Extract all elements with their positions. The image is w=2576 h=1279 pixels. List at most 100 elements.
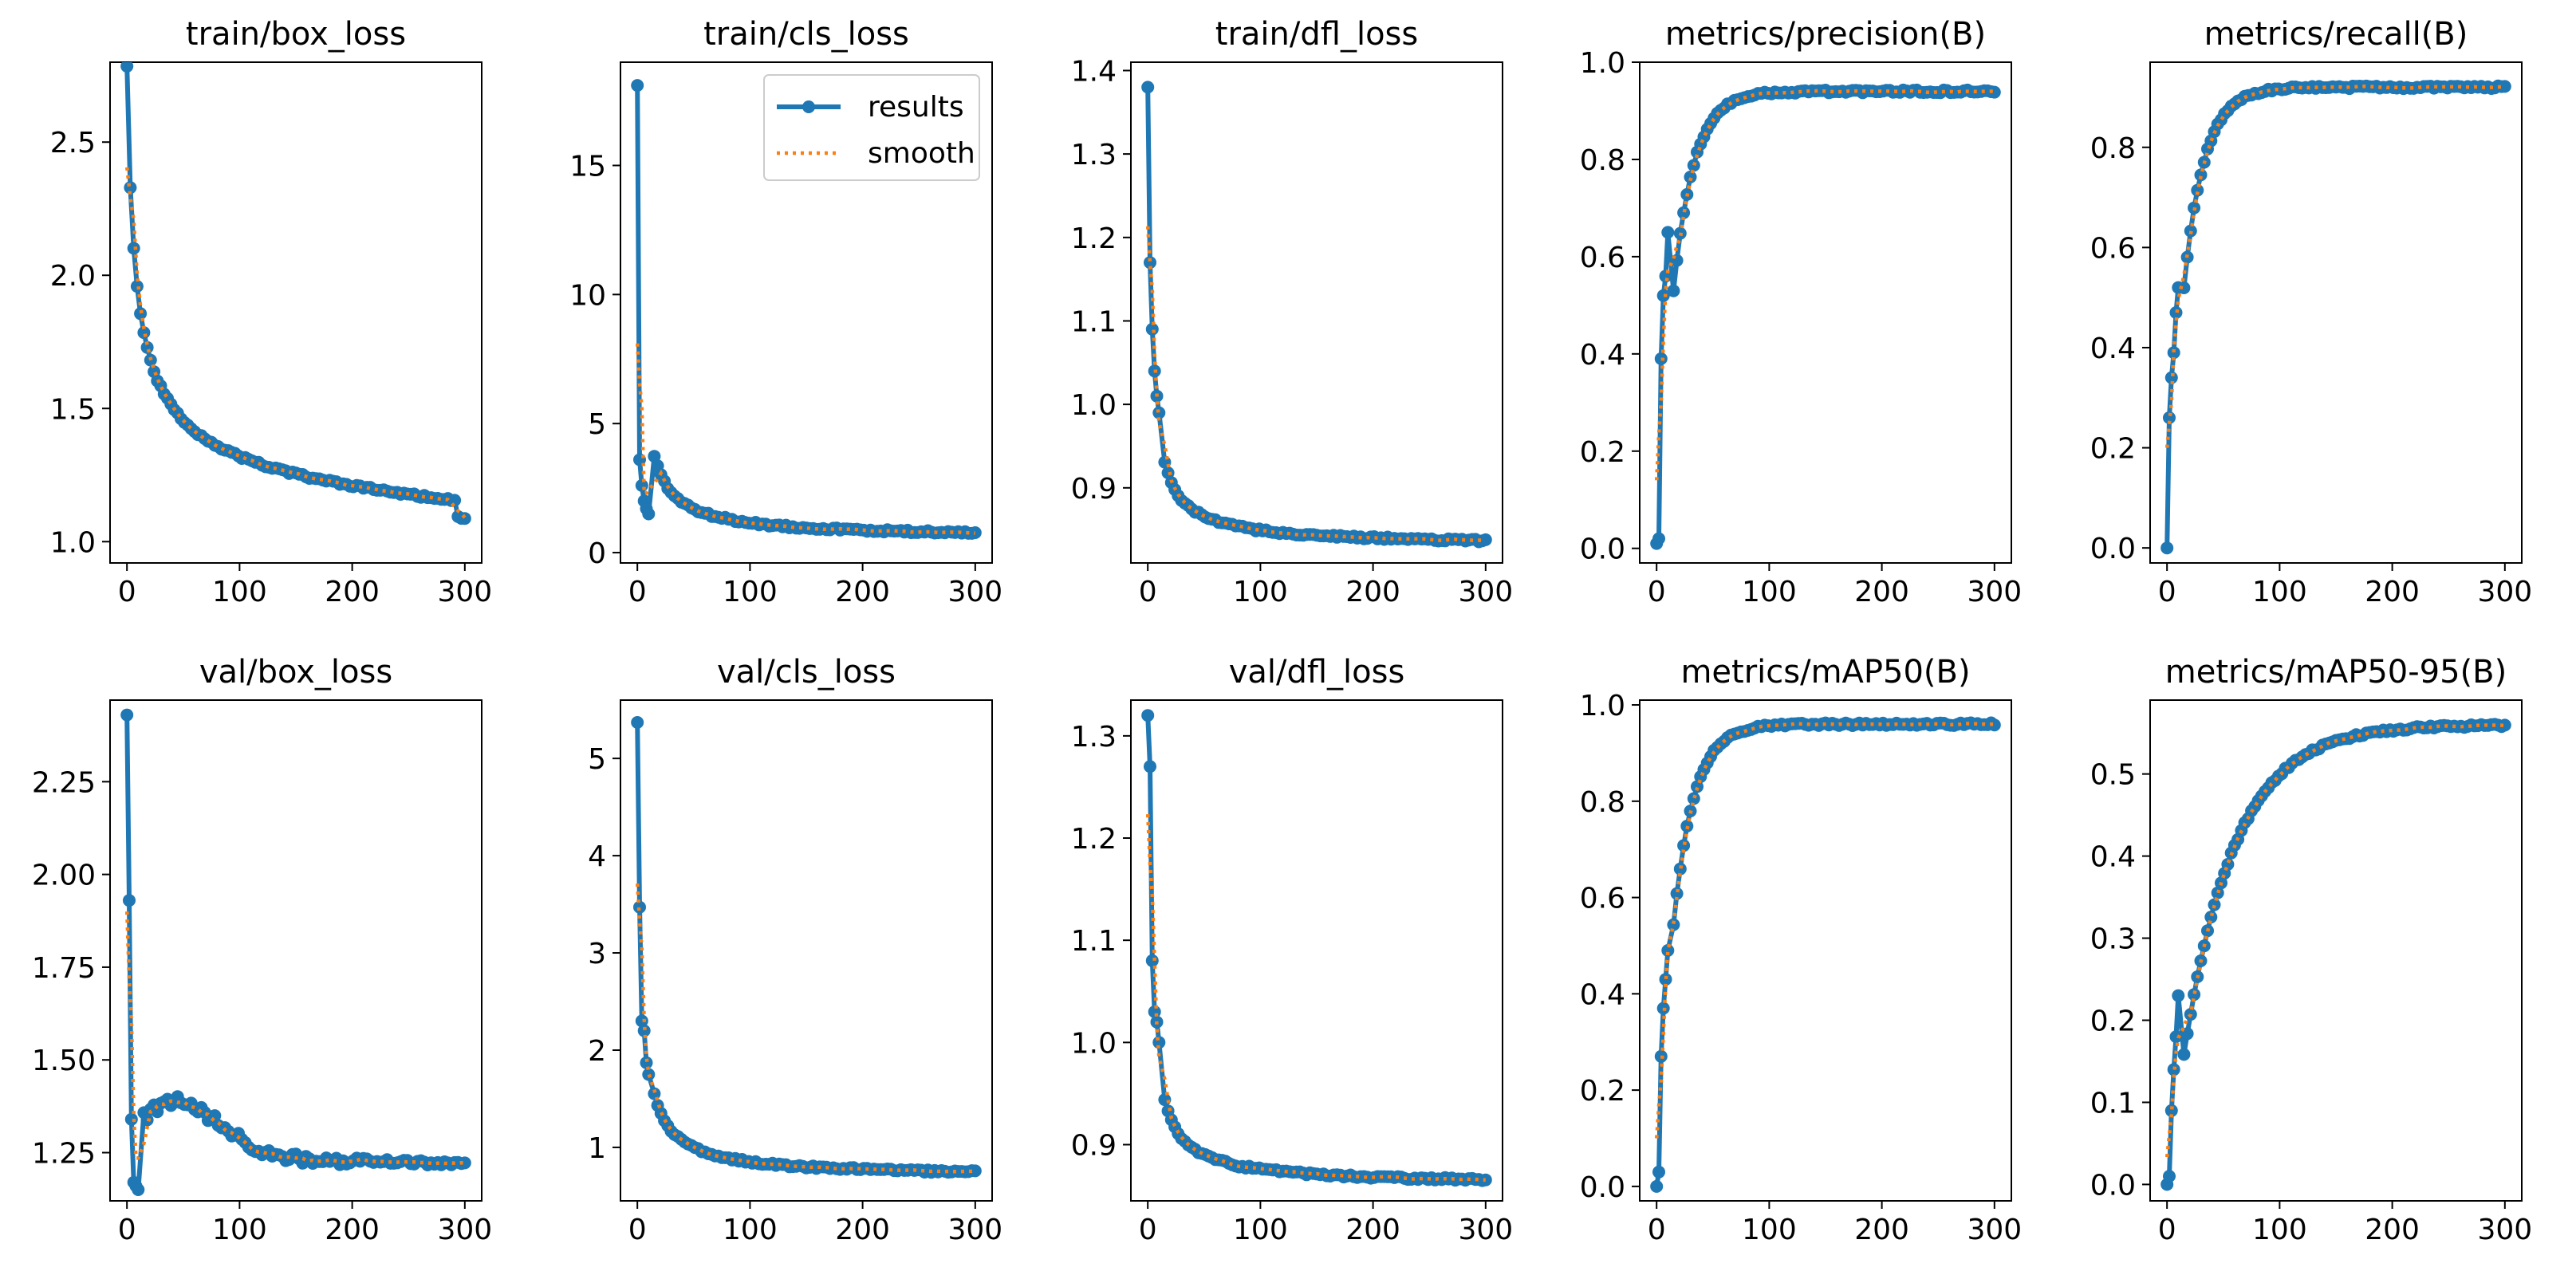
x-tick-label: 100	[1742, 576, 1797, 608]
y-tick-label: 0.8	[1580, 144, 1625, 177]
panel-title: train/box_loss	[186, 16, 406, 53]
panel-10: metrics/mAP50-95(B) 0 100 200 300 0.0 0.1 0.2 0.…	[2090, 654, 2532, 1246]
results-point	[2194, 168, 2208, 182]
x-tick-label: 0	[118, 576, 136, 608]
panel-9: metrics/mAP50(B) 0 100 200 300 0.0 0.2 0.4 0.6 0.…	[1580, 654, 2022, 1246]
results-point	[2204, 911, 2218, 924]
results-point	[448, 494, 462, 507]
y-tick-label: 0.2	[2090, 433, 2136, 466]
panel-title: metrics/mAP50-95(B)	[2165, 654, 2507, 691]
panel-3: train/dfl_loss 0 100 200 300 0.9 1.0 1.1 1.2 1.3 1…	[1071, 16, 1513, 608]
smooth-line	[124, 167, 467, 519]
results-point	[120, 62, 134, 73]
y-tick-label: 0.2	[2090, 1005, 2136, 1038]
x-tick-label: 0	[2158, 576, 2176, 608]
results-point	[1661, 944, 1675, 957]
series-group	[1650, 83, 2001, 550]
y-tick-label: 0.6	[2090, 232, 2136, 265]
results-point	[1987, 85, 2001, 99]
y-tick-label: 0.0	[2090, 533, 2136, 565]
results-point	[2169, 306, 2183, 319]
y-tick-label: 1.3	[1071, 139, 1117, 171]
results-point	[1656, 289, 1670, 302]
panel-8: val/dfl_loss 0 100 200 300 0.9 1.0 1.1 1.2 1.3	[1071, 654, 1513, 1246]
panel-6: val/box_loss 0 100 200 300 1.25 1.50 1.75 2.00 2.…	[32, 654, 492, 1246]
results-point	[124, 1112, 138, 1126]
panel-title: metrics/mAP50(B)	[1680, 654, 1970, 691]
series-group	[120, 62, 471, 525]
results-point	[640, 1056, 653, 1069]
results-point	[1673, 862, 1687, 876]
y-tick-label: 1.3	[1071, 721, 1117, 754]
y-tick-label: 2.0	[50, 260, 96, 293]
results-point	[631, 79, 644, 92]
y-tick-label: 1.0	[1071, 1027, 1117, 1060]
results-point	[1144, 760, 1156, 773]
results-point	[648, 1087, 661, 1100]
y-tick-label: 1.0	[1580, 47, 1625, 80]
y-tick-label: 0.3	[2090, 923, 2136, 956]
results-point	[642, 1068, 656, 1081]
x-tick-label: 300	[1458, 1214, 1513, 1246]
axes-frame	[620, 61, 993, 564]
results-point	[2208, 898, 2221, 911]
y-tick-label: 0.8	[1580, 786, 1625, 819]
results-point	[2167, 346, 2180, 360]
x-tick-label: 200	[1345, 1214, 1400, 1246]
results-point	[2177, 281, 2191, 294]
y-tick-label: 0.8	[2090, 132, 2136, 165]
results-point	[2184, 224, 2197, 238]
x-tick-label: 100	[1742, 1214, 1797, 1246]
axes-frame	[1130, 61, 1503, 564]
y-tick-label: 0.9	[1071, 1130, 1117, 1163]
results-point	[1687, 159, 1700, 172]
y-tick-label: 4	[588, 840, 606, 873]
results-line	[1654, 87, 1995, 545]
results-point	[1659, 973, 1672, 986]
y-tick-label: 1.50	[32, 1045, 96, 1077]
results-point	[2160, 541, 2174, 555]
x-tick-label: 0	[1139, 576, 1157, 608]
series-group	[120, 708, 471, 1196]
results-point	[2191, 183, 2204, 197]
axes-frame	[2149, 699, 2523, 1202]
smooth-line	[635, 343, 976, 535]
x-tick-label: 200	[2365, 576, 2420, 608]
results-line	[635, 722, 976, 1175]
x-tick-label: 300	[2477, 1214, 2532, 1246]
panel-7: val/cls_loss 0 100 200 300 1 2 3 4 5	[588, 654, 1002, 1246]
results-point	[1667, 918, 1680, 931]
axes-frame	[1639, 61, 2012, 564]
results-point	[1152, 406, 1166, 419]
results-point	[2164, 371, 2178, 384]
results-point	[2188, 988, 2201, 1002]
y-tick-label: 1.25	[32, 1138, 96, 1171]
x-tick-label: 100	[212, 1214, 267, 1246]
x-tick-label: 0	[1648, 1214, 1666, 1246]
panel-title: val/cls_loss	[717, 654, 896, 691]
results-point	[2164, 1104, 2178, 1117]
y-tick-label: 3	[588, 938, 606, 970]
x-tick-label: 200	[835, 1214, 890, 1246]
legend-results-marker	[802, 100, 815, 113]
results-point	[635, 478, 648, 492]
x-tick-label: 200	[1345, 576, 1400, 608]
x-tick-label: 200	[835, 576, 890, 608]
panel-title: val/dfl_loss	[1229, 654, 1405, 691]
results-point	[458, 1156, 471, 1170]
y-tick-label: 1.4	[1071, 55, 1117, 88]
y-tick-label: 0.6	[1580, 883, 1625, 915]
x-tick-label: 100	[2252, 1214, 2307, 1246]
x-tick-label: 200	[2365, 1214, 2420, 1246]
series-group	[2160, 79, 2511, 555]
x-tick-label: 300	[947, 576, 1002, 608]
smooth-line	[1654, 722, 1995, 1139]
smooth-line	[2164, 84, 2506, 448]
results-point	[132, 1183, 145, 1196]
x-tick-label: 100	[1233, 576, 1288, 608]
x-tick-label: 200	[325, 576, 380, 608]
x-tick-label: 0	[2158, 1214, 2176, 1246]
y-tick-label: 1.1	[1071, 925, 1117, 958]
y-tick-label: 1.0	[1580, 690, 1625, 722]
